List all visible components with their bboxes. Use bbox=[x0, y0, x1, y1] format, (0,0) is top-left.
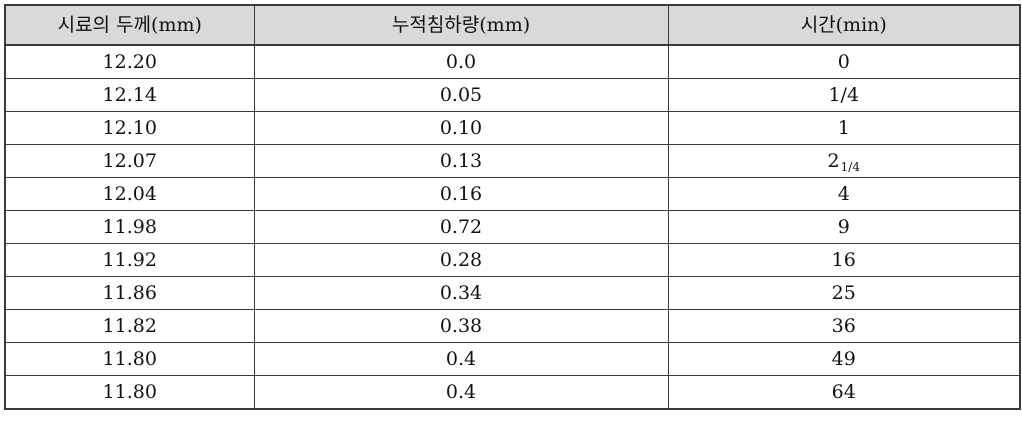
cell-thickness: 11.80 bbox=[4, 375, 255, 410]
cell-time: 49 bbox=[667, 342, 1021, 376]
cell-settlement: 0.38 bbox=[253, 309, 669, 343]
cell-settlement: 0.4 bbox=[253, 375, 669, 410]
consolidation-data-table: 시료의 두께(mm) 누적침하량(mm) 시간(min) 12.20 0.0 0… bbox=[4, 4, 1021, 410]
cell-settlement: 0.16 bbox=[253, 177, 669, 211]
cell-time: 16 bbox=[667, 243, 1021, 277]
table-row: 12.20 0.0 0 bbox=[4, 44, 1021, 79]
cell-thickness: 12.10 bbox=[4, 111, 255, 145]
cell-thickness: 12.20 bbox=[4, 44, 255, 79]
cell-thickness: 11.92 bbox=[4, 243, 255, 277]
cell-settlement: 0.28 bbox=[253, 243, 669, 277]
table-row: 11.98 0.72 9 bbox=[4, 210, 1021, 244]
cell-settlement: 0.05 bbox=[253, 78, 669, 112]
cell-settlement: 0.4 bbox=[253, 342, 669, 376]
table-row: 11.92 0.28 16 bbox=[4, 243, 1021, 277]
time-subscript: 1/4 bbox=[840, 159, 860, 174]
cell-thickness: 11.98 bbox=[4, 210, 255, 244]
header-time: 시간(min) bbox=[667, 4, 1021, 46]
time-main: 2 bbox=[827, 149, 840, 172]
cell-thickness: 11.80 bbox=[4, 342, 255, 376]
cell-time: 64 bbox=[667, 375, 1021, 410]
cell-time: 9 bbox=[667, 210, 1021, 244]
cell-time: 0 bbox=[667, 44, 1021, 79]
cell-thickness: 12.14 bbox=[4, 78, 255, 112]
cell-time: 4 bbox=[667, 177, 1021, 211]
table-header-row: 시료의 두께(mm) 누적침하량(mm) 시간(min) bbox=[4, 4, 1021, 46]
cell-settlement: 0.34 bbox=[253, 276, 669, 310]
table-row: 11.80 0.4 49 bbox=[4, 342, 1021, 376]
table-row: 12.04 0.16 4 bbox=[4, 177, 1021, 211]
cell-settlement: 0.72 bbox=[253, 210, 669, 244]
header-cumulative-settlement: 누적침하량(mm) bbox=[253, 4, 669, 46]
table-row: 11.82 0.38 36 bbox=[4, 309, 1021, 343]
cell-thickness: 12.04 bbox=[4, 177, 255, 211]
table-row: 11.86 0.34 25 bbox=[4, 276, 1021, 310]
cell-time: 21/4 bbox=[667, 144, 1021, 178]
cell-time: 25 bbox=[667, 276, 1021, 310]
cell-settlement: 0.13 bbox=[253, 144, 669, 178]
header-sample-thickness: 시료의 두께(mm) bbox=[4, 4, 255, 46]
cell-thickness: 12.07 bbox=[4, 144, 255, 178]
table-row: 12.14 0.05 1/4 bbox=[4, 78, 1021, 112]
cell-thickness: 11.82 bbox=[4, 309, 255, 343]
table-row: 12.10 0.10 1 bbox=[4, 111, 1021, 145]
cell-time: 1/4 bbox=[667, 78, 1021, 112]
table-row: 11.80 0.4 64 bbox=[4, 375, 1021, 410]
cell-settlement: 0.0 bbox=[253, 44, 669, 79]
cell-time: 36 bbox=[667, 309, 1021, 343]
cell-settlement: 0.10 bbox=[253, 111, 669, 145]
cell-time: 1 bbox=[667, 111, 1021, 145]
cell-thickness: 11.86 bbox=[4, 276, 255, 310]
table-row: 12.07 0.13 21/4 bbox=[4, 144, 1021, 178]
